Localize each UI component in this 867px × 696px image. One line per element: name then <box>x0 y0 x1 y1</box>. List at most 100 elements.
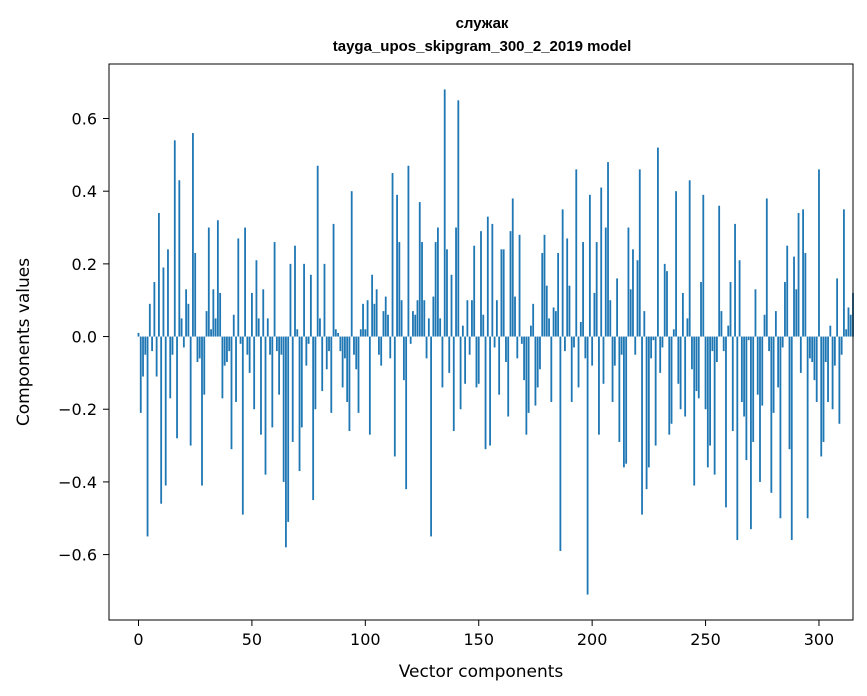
x-tick-label: 100 <box>350 630 381 649</box>
bar <box>189 336 192 446</box>
bar <box>289 263 292 337</box>
bar <box>695 336 698 392</box>
bar <box>307 336 310 344</box>
bar <box>604 227 607 337</box>
bar <box>471 300 473 337</box>
bar <box>493 336 496 348</box>
bar <box>269 336 271 355</box>
bar <box>393 336 396 457</box>
bar <box>616 278 618 337</box>
bar <box>337 332 339 337</box>
bar <box>799 336 802 373</box>
bar <box>582 242 584 337</box>
bar <box>187 303 190 337</box>
bar <box>155 336 158 377</box>
bar <box>480 231 482 337</box>
y-axis-ticks: −0.6 −0.4 −0.2 0.0 0.2 0.4 0.6 <box>58 110 109 565</box>
bar <box>772 336 775 413</box>
bar <box>745 336 748 461</box>
bar <box>273 242 276 337</box>
bar <box>663 263 666 337</box>
bar <box>765 198 768 337</box>
bar <box>341 336 344 388</box>
bar <box>348 336 351 432</box>
bar <box>350 191 353 337</box>
bar <box>822 336 825 442</box>
bar <box>600 187 603 337</box>
bar <box>201 336 203 486</box>
bar <box>704 336 707 410</box>
bar <box>518 234 521 337</box>
bar <box>763 314 766 337</box>
bar <box>282 336 285 482</box>
bar <box>389 336 392 359</box>
bar <box>214 318 217 337</box>
bar <box>210 329 212 337</box>
bar <box>502 249 505 337</box>
bar <box>688 180 691 337</box>
bar <box>638 169 641 337</box>
bar <box>459 336 462 410</box>
bar <box>840 336 843 355</box>
bar <box>570 336 573 402</box>
bar <box>511 198 514 337</box>
bar <box>167 249 169 337</box>
bar <box>539 336 541 370</box>
bar <box>434 242 437 337</box>
bar <box>602 336 605 384</box>
bar <box>418 202 421 337</box>
bar <box>144 336 147 355</box>
bar <box>416 300 419 337</box>
bar <box>829 325 832 337</box>
bar <box>178 180 181 337</box>
bar <box>450 274 453 337</box>
bar <box>747 336 750 341</box>
bar <box>713 336 716 475</box>
bar <box>557 252 560 337</box>
bar <box>432 296 435 337</box>
bar <box>194 252 197 337</box>
bar <box>652 336 655 341</box>
bar <box>353 336 355 355</box>
bar <box>761 336 764 406</box>
bar <box>525 336 528 435</box>
bar <box>770 336 773 493</box>
bar <box>303 263 305 337</box>
bar <box>495 300 498 337</box>
bar <box>305 336 308 366</box>
bar <box>836 278 839 337</box>
bar <box>359 329 362 337</box>
bar <box>275 336 278 352</box>
y-tick-label: 0.2 <box>72 255 97 274</box>
bar <box>790 336 793 541</box>
bar <box>777 336 780 388</box>
bar <box>500 249 503 337</box>
bar <box>257 318 260 337</box>
bar <box>357 336 360 413</box>
x-tick-label: 200 <box>577 630 608 649</box>
bar <box>611 336 614 402</box>
bar <box>811 336 814 362</box>
bar <box>296 329 299 337</box>
bar <box>239 336 242 344</box>
bar <box>657 147 659 337</box>
bar <box>228 336 231 352</box>
bar <box>709 336 711 446</box>
bar <box>675 191 677 337</box>
bar <box>285 336 287 548</box>
bar <box>266 318 269 337</box>
bar <box>756 336 759 395</box>
bar <box>586 336 589 595</box>
y-tick-label: 0.6 <box>72 110 97 129</box>
bar <box>482 314 485 337</box>
bar <box>843 209 845 337</box>
bar <box>425 336 428 359</box>
bar <box>373 303 376 337</box>
bar <box>362 303 364 337</box>
bar <box>498 336 501 395</box>
bar <box>595 242 598 337</box>
bar <box>446 249 448 337</box>
bar <box>591 336 594 366</box>
bar <box>278 336 281 395</box>
bar <box>330 336 333 413</box>
